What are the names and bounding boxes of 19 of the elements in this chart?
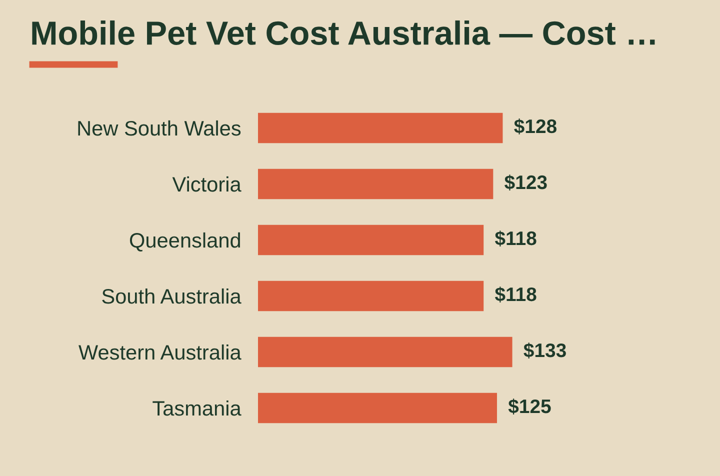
bar <box>258 392 497 424</box>
bar <box>258 280 484 312</box>
data-label: $125 <box>508 398 551 414</box>
chart-title: Mobile Pet Vet Cost Australia — Cost … <box>32 20 655 45</box>
bar <box>258 224 484 256</box>
data-label: $118 <box>494 230 536 246</box>
bar <box>258 112 503 144</box>
y-tick-label: Victoria <box>172 176 242 192</box>
data-label: $123 <box>504 174 547 190</box>
y-tick-label: South Australia <box>102 288 242 304</box>
y-tick-label: New South Wales <box>78 120 241 136</box>
bar <box>258 168 494 200</box>
data-label: $128 <box>514 118 556 134</box>
bar <box>258 336 512 368</box>
y-tick-label: Tasmania <box>152 400 242 416</box>
data-label: $133 <box>524 342 566 358</box>
y-tick-label: Queensland <box>130 232 240 252</box>
data-label: $118 <box>494 286 536 302</box>
y-tick-label: Western Australia <box>78 344 242 360</box>
